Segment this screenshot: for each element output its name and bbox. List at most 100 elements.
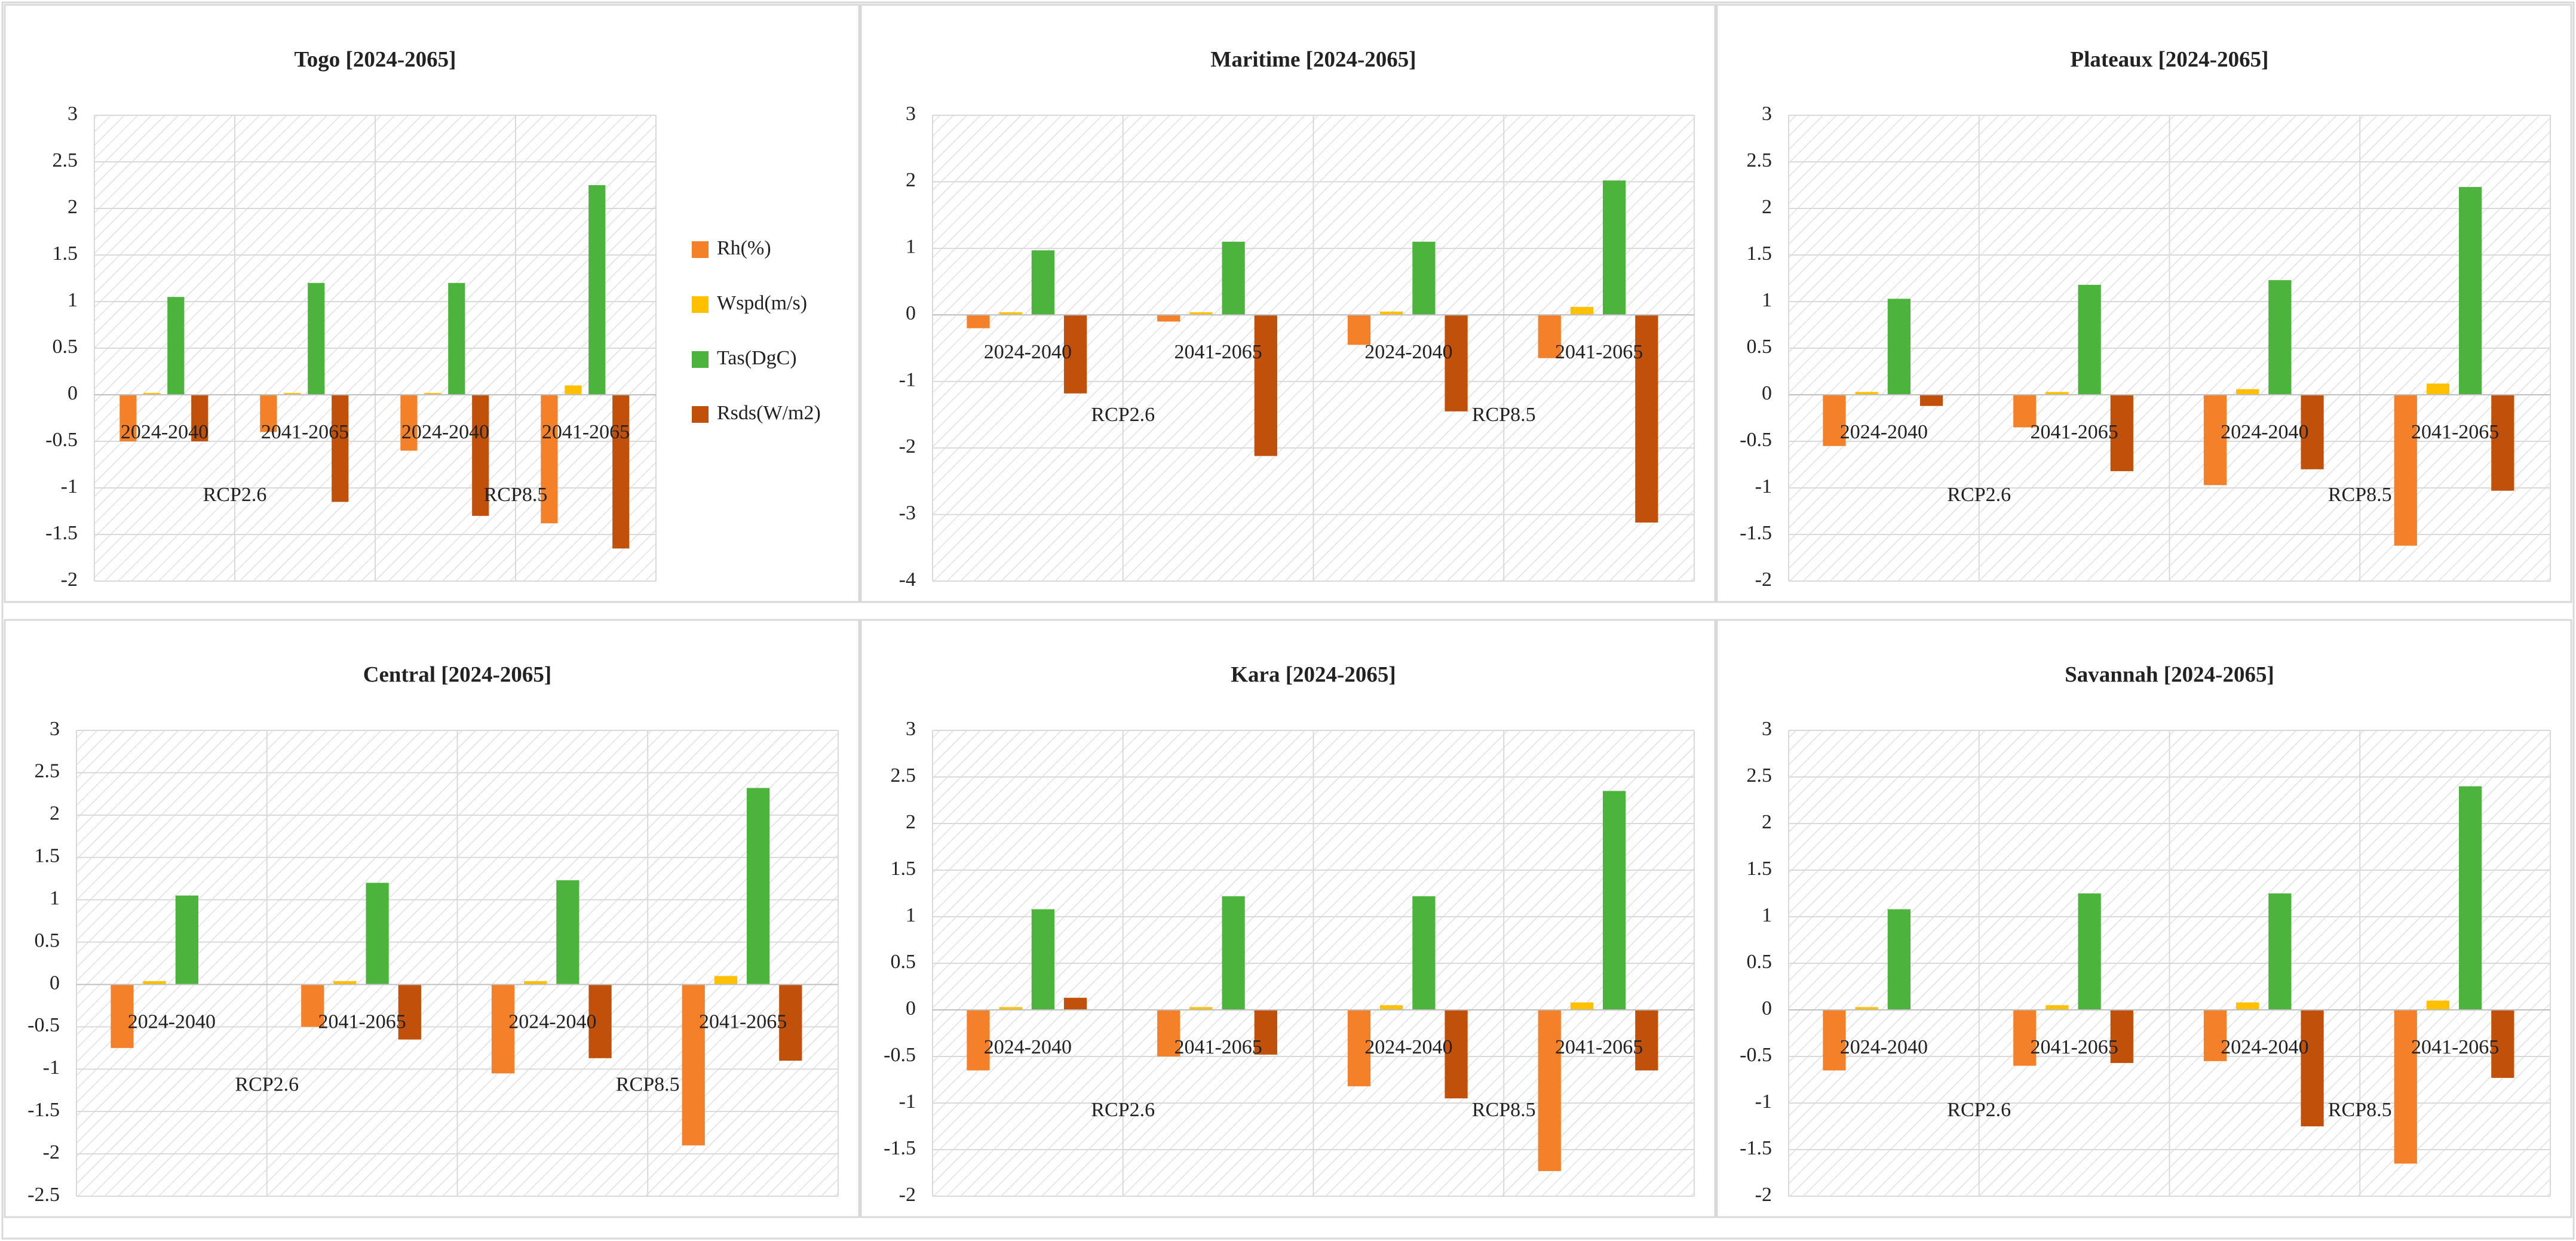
bar <box>1887 299 1910 395</box>
bar <box>1635 1010 1658 1071</box>
x-tick-label: 2041-2065 <box>699 1010 787 1033</box>
x-tick-label: 2024-2040 <box>984 341 1072 363</box>
x-tick-label: 2041-2065 <box>1555 1036 1643 1058</box>
group-label: RCP8.5 <box>1472 404 1536 426</box>
x-tick-label: 2041-2065 <box>2030 421 2118 443</box>
x-tick-label: 2041-2065 <box>261 421 349 443</box>
bar <box>1254 315 1277 456</box>
chart-title: Plateaux [2024-2065] <box>2071 47 2269 72</box>
y-tick-label: 2 <box>68 196 78 218</box>
chart-title: Kara [2024-2065] <box>1231 662 1396 687</box>
bar <box>332 395 349 502</box>
y-tick-label: 3 <box>906 718 916 740</box>
x-tick-label: 2041-2065 <box>1174 1036 1262 1058</box>
bar <box>1222 896 1245 1010</box>
bar <box>967 1010 990 1071</box>
bar <box>747 788 770 985</box>
y-tick-label: 1.5 <box>53 242 78 265</box>
y-tick-label: -2.5 <box>27 1184 60 1206</box>
group-label: RCP2.6 <box>1947 484 2011 506</box>
bar <box>2268 280 2292 395</box>
bar <box>366 883 389 985</box>
y-tick-label: -1.5 <box>45 522 78 544</box>
y-tick-label: 2 <box>50 803 60 825</box>
bar <box>1919 395 1943 406</box>
bar <box>1254 1010 1277 1055</box>
y-tick-label: 0.5 <box>35 929 60 951</box>
y-tick-label: -1 <box>899 369 916 391</box>
y-tick-label: -0.5 <box>45 429 78 451</box>
legend-swatch <box>692 351 709 368</box>
y-tick-label: -1.5 <box>1740 1137 1772 1159</box>
bar <box>1380 311 1403 315</box>
y-tick-label: 0 <box>906 997 916 1019</box>
y-tick-label: 0 <box>1762 382 1772 404</box>
bar <box>1887 909 1910 1010</box>
group-label: RCP8.5 <box>616 1073 680 1095</box>
bar <box>999 1007 1022 1010</box>
y-tick-label: -1.5 <box>884 1137 916 1159</box>
bar <box>1603 791 1626 1010</box>
panel: Togo [2024-2065] -2 -1.5 -1 -0.5 0 0.5 1 1.5 2 2.5… <box>4 4 860 603</box>
bar <box>1063 315 1087 394</box>
bar <box>2046 1005 2069 1010</box>
y-tick-label: 1 <box>1762 289 1772 311</box>
bar <box>999 312 1022 315</box>
y-tick-label: 1.5 <box>1747 858 1772 880</box>
bar <box>1823 1010 1846 1071</box>
x-tick-label: 2024-2040 <box>508 1010 596 1033</box>
x-tick-label: 2041-2065 <box>542 421 630 443</box>
y-tick-label: 0.5 <box>891 951 916 973</box>
bar <box>2078 284 2101 395</box>
group-label: RCP2.6 <box>1091 1099 1155 1121</box>
bar <box>2013 395 2037 428</box>
x-tick-label: 2024-2040 <box>121 421 208 443</box>
panel: Maritime [2024-2065] -4 -3 -2 -1 0 1 2 3 2024-204… <box>860 4 1716 603</box>
y-tick-label: -2 <box>1755 569 1772 591</box>
bar <box>491 984 515 1074</box>
y-tick-label: 1.5 <box>35 845 60 867</box>
bar <box>2301 1010 2324 1126</box>
bar <box>779 984 802 1061</box>
y-tick-label: -1.5 <box>1740 522 1772 544</box>
bar <box>1063 997 1087 1010</box>
y-tick-label: -3 <box>899 502 916 524</box>
x-tick-label: 2024-2040 <box>984 1036 1072 1058</box>
bar <box>400 395 418 451</box>
bar <box>1412 896 1436 1010</box>
bar <box>2301 395 2324 469</box>
bar <box>524 981 547 985</box>
bar <box>2394 1010 2417 1164</box>
bar <box>448 282 465 395</box>
bar <box>2236 1002 2259 1010</box>
group-label: RCP8.5 <box>2328 484 2392 506</box>
y-tick-label: -1 <box>61 475 78 497</box>
bar <box>1189 312 1213 315</box>
bar <box>2203 395 2227 486</box>
y-tick-label: 3 <box>68 103 78 125</box>
y-tick-label: 0 <box>50 972 60 994</box>
chart-title: Togo [2024-2065] <box>295 47 456 72</box>
bar <box>111 984 134 1048</box>
bar <box>1189 1007 1213 1010</box>
group-label: RCP2.6 <box>1091 404 1155 426</box>
y-tick-label: 0 <box>906 302 916 324</box>
y-tick-label: 3 <box>906 103 916 125</box>
y-tick-label: -1 <box>1755 475 1772 497</box>
bar <box>2459 187 2482 395</box>
legend-text: Tas(DgC) <box>717 347 797 369</box>
bar <box>1222 241 1245 315</box>
x-tick-label: 2024-2040 <box>1364 341 1452 363</box>
y-tick-label: -0.5 <box>1740 1044 1772 1066</box>
group-label: RCP8.5 <box>1472 1099 1536 1121</box>
legend-swatch <box>692 241 709 258</box>
bar <box>1445 315 1468 411</box>
legend-text: Wspd(m/s) <box>717 292 807 314</box>
panel: Savannah [2024-2065] -2 -1.5 -1 -0.5 0 0.5 1 1.5… <box>1716 619 2572 1218</box>
y-tick-label: -2 <box>61 569 78 591</box>
group-label: RCP8.5 <box>484 484 548 506</box>
x-tick-label: 2041-2065 <box>1174 341 1262 363</box>
y-tick-label: -1 <box>899 1091 916 1113</box>
bar <box>284 392 301 395</box>
